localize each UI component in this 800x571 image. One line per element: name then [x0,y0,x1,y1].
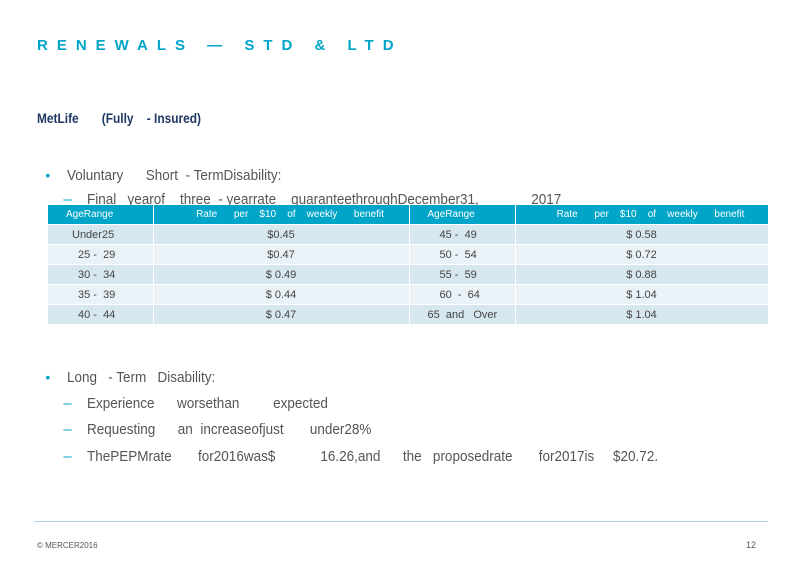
rate-cell: $0.47 [153,244,410,265]
rate-table: AgeRange Rate per $10 of weekly benefit … [48,205,769,324]
footer-copyright: © MERCER2016 [37,541,98,550]
header-age-range-1: AgeRange [48,205,154,225]
age-cell: Under25 [48,224,154,245]
rate-cell: $0.45 [153,224,410,245]
ltd-bullet-text: Long - Term Disability: [67,369,216,386]
rate-cell: $ 0.88 [515,264,769,285]
table-row: 30 - 34 $ 0.49 55 - 59 $ 0.88 [48,264,769,285]
rate-cell: $ 0.47 [153,304,410,324]
table-header-row: AgeRange Rate per $10 of weekly benefit … [48,205,769,225]
table-row: 35 - 39 $ 0.44 60 - 64 $ 1.04 [48,284,769,305]
rate-cell: $ 1.04 [515,284,769,305]
std-bullet: • Voluntary Short - TermDisability: [37,150,305,184]
ltd-sub-bullet: – ThePEPMrate for2016was$ 16.26,and the p… [55,431,722,465]
bullet-dot-icon: • [45,167,51,183]
age-cell: 25 - 29 [48,244,154,265]
std-sub-bullet: – Final yearof three - yearrate guarantee… [55,174,614,208]
page-title: RENEWALS — STD & LTD [37,37,403,54]
ltd-sub-text: Requesting an increaseofjust under28% [87,421,372,438]
dash-icon: – [63,191,72,208]
rate-cell: $ 1.04 [515,304,769,324]
age-cell: 50 - 54 [409,244,516,265]
bullet-dot-icon: • [45,369,51,385]
std-bullet-text: Voluntary Short - TermDisability: [67,167,282,184]
age-cell: 60 - 64 [409,284,516,305]
table-row: 25 - 29 $0.47 50 - 54 $ 0.72 [48,244,769,265]
std-sub-text: Final yearof three - yearrate guaranteet… [87,191,562,208]
header-rate-2: Rate per $10 of weekly benefit [515,205,769,225]
ltd-sub-text: ThePEPMrate for2016was$ 16.26,and the pr… [87,448,659,465]
section-subhead: MetLife (Fully - Insured) [37,110,201,126]
header-age-range-2: AgeRange [409,205,516,225]
ltd-sub-bullet: – Requesting an increaseofjust under28% [55,404,403,438]
dash-icon: – [63,448,72,465]
ltd-bullet: • Long - Term Disability: [37,352,232,386]
header-rate-1: Rate per $10 of weekly benefit [153,205,410,225]
rate-cell: $ 0.72 [515,244,769,265]
age-cell: 45 - 49 [409,224,516,245]
ltd-sub-bullet: – Experience worsethan expected [55,378,355,412]
rate-cell: $ 0.49 [153,264,410,285]
ltd-sub-text: Experience worsethan expected [87,395,329,412]
dash-icon: – [63,421,72,438]
age-cell: 30 - 34 [48,264,154,285]
rate-cell: $ 0.44 [153,284,410,305]
rate-cell: $ 0.58 [515,224,769,245]
table-row: Under25 $0.45 45 - 49 $ 0.58 [48,224,769,245]
table-row: 40 - 44 $ 0.47 65 and Over $ 1.04 [48,304,769,324]
age-cell: 55 - 59 [409,264,516,285]
footer-divider [34,521,768,522]
dash-icon: – [63,395,72,412]
page-number: 12 [746,540,757,550]
age-cell: 35 - 39 [48,284,154,305]
age-cell: 40 - 44 [48,304,154,324]
age-cell: 65 and Over [409,304,516,324]
